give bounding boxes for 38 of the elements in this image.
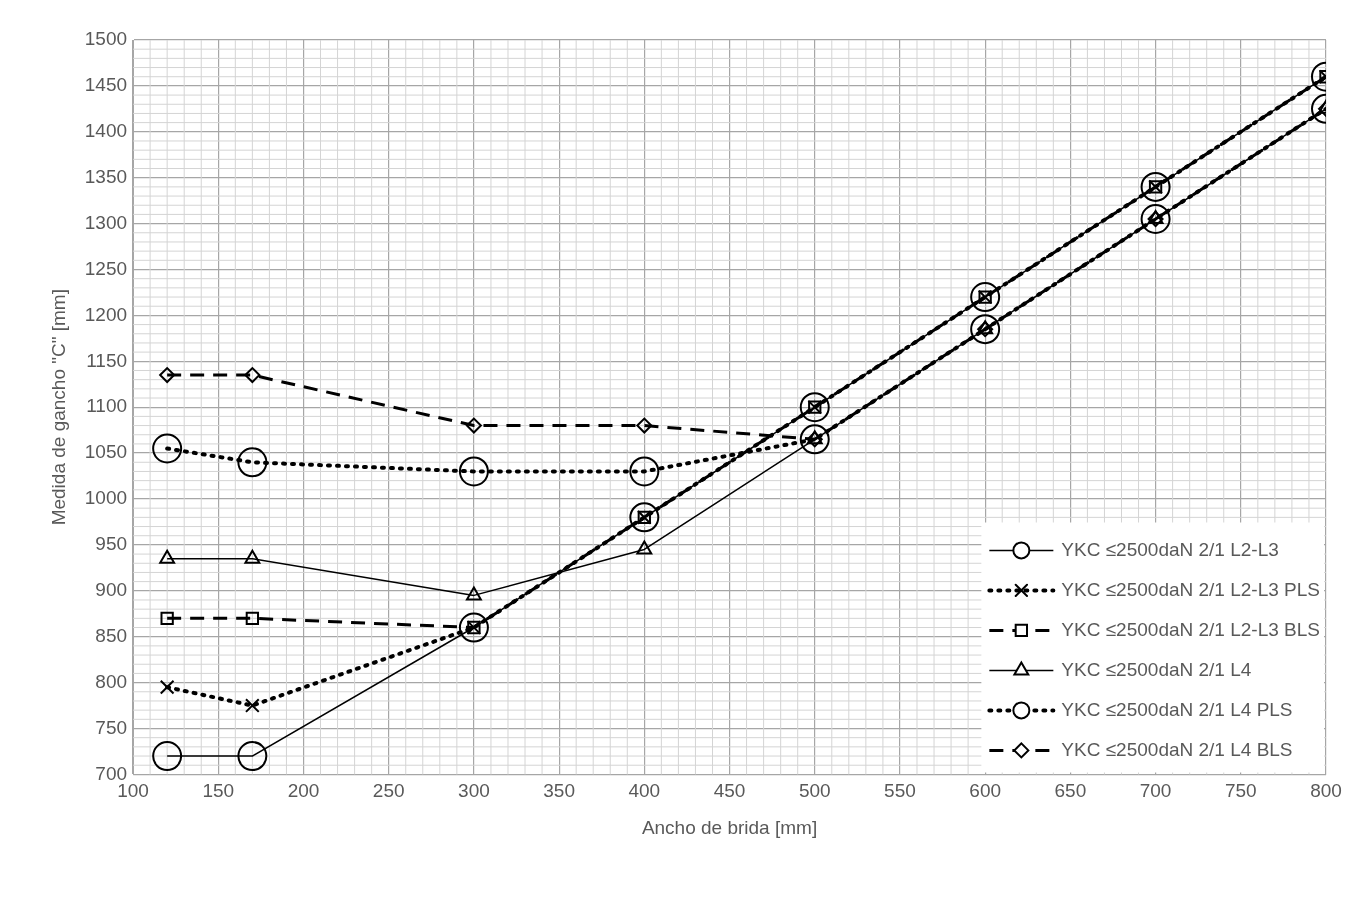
legend-label: YKC ≤2500daN 2/1 L4 BLS (1061, 738, 1293, 760)
x-tick-label: 450 (713, 780, 746, 802)
y-tick-label: 1450 (84, 74, 128, 96)
y-tick-label: 1350 (84, 165, 128, 187)
x-tick-label: 300 (458, 780, 490, 802)
legend-label: YKC ≤2500daN 2/1 L2-L3 BLS (1061, 618, 1320, 640)
legend-label: YKC ≤2500daN 2/1 L2-L3 (1061, 538, 1279, 560)
x-tick-label: 700 (1139, 780, 1172, 802)
x-tick-label: 800 (1310, 780, 1342, 802)
y-tick-label: 1050 (84, 441, 128, 463)
y-tick-label: 750 (95, 716, 128, 738)
x-tick-label: 600 (969, 780, 1002, 802)
y-tick-label: 1000 (84, 487, 128, 509)
x-tick-label: 650 (1054, 780, 1087, 802)
y-tick-label: 1500 (84, 28, 128, 50)
y-tick-label: 1150 (86, 349, 128, 371)
x-tick-label: 250 (372, 780, 405, 802)
y-tick-label: 900 (95, 579, 128, 601)
x-tick-label: 150 (202, 780, 235, 802)
legend-label: YKC ≤2500daN 2/1 L4 (1061, 658, 1252, 680)
y-tick-label: 1100 (86, 395, 128, 417)
x-tick-label: 550 (884, 780, 916, 802)
y-tick-label: 1250 (84, 257, 128, 279)
y-axis-title: Medida de gancho "C" [mm] (47, 289, 69, 526)
y-tick-label: 950 (95, 533, 128, 555)
x-tick-label: 350 (543, 780, 575, 802)
x-tick-label: 750 (1224, 780, 1257, 802)
legend-label: YKC ≤2500daN 2/1 L4 PLS (1061, 698, 1293, 720)
y-tick-label: 1400 (84, 120, 128, 142)
y-tick-label: 850 (95, 624, 128, 646)
legend-label: YKC ≤2500daN 2/1 L2-L3 PLS (1061, 578, 1320, 600)
x-tick-label: 500 (798, 780, 831, 802)
x-tick-label: 400 (628, 780, 661, 802)
x-axis-title: Ancho de brida [mm] (641, 816, 818, 838)
y-tick-label: 800 (95, 670, 128, 692)
y-tick-label: 1300 (84, 211, 128, 233)
x-tick-label: 200 (287, 780, 320, 802)
y-tick-label: 1200 (84, 303, 128, 325)
